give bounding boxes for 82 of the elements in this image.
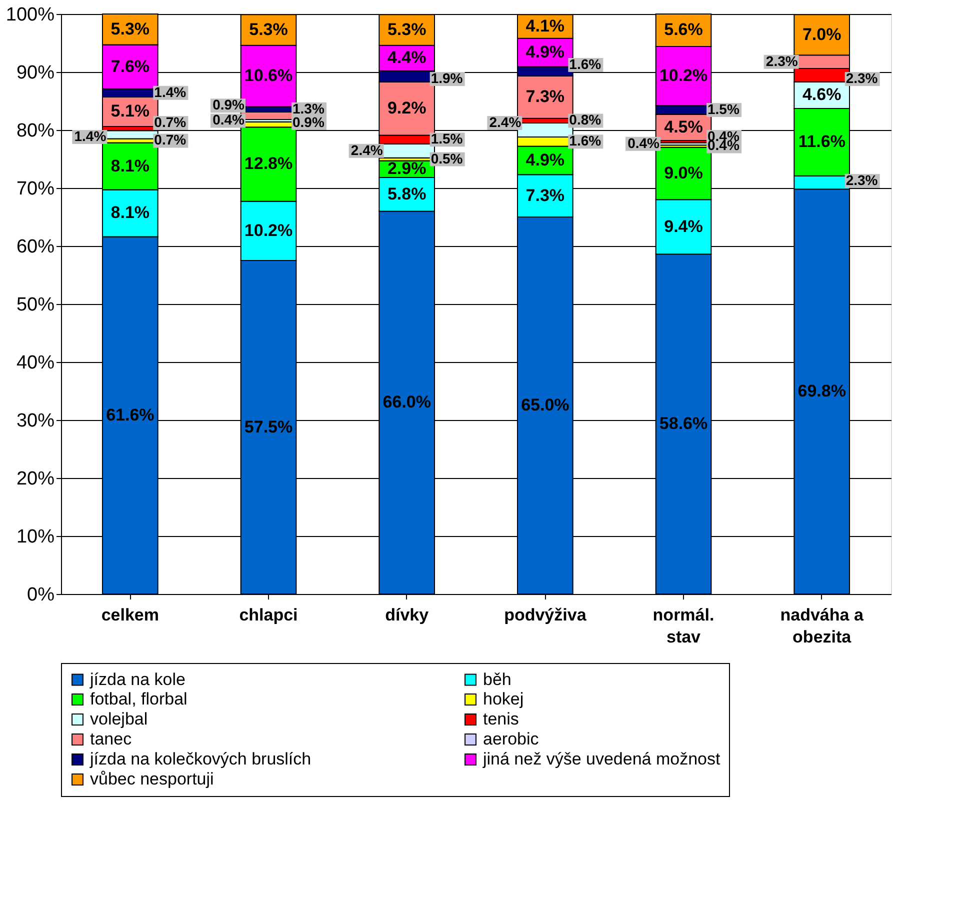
- data-label: 57.5%: [244, 417, 293, 436]
- data-label: 5.6%: [664, 20, 703, 40]
- data-label: 5.3%: [387, 20, 426, 39]
- data-label: 5.1%: [110, 102, 150, 121]
- x-tick-label: normál. stav: [652, 606, 714, 646]
- data-label: 2.3%: [846, 70, 878, 86]
- data-label: 10.6%: [244, 66, 293, 86]
- data-label: 2.9%: [387, 159, 426, 178]
- y-tick-label: 80%: [16, 120, 55, 142]
- data-label: 7.0%: [802, 24, 842, 44]
- data-label: 2.3%: [846, 172, 878, 188]
- y-tick-label: 20%: [16, 468, 55, 490]
- y-tick-label: 40%: [16, 352, 55, 374]
- data-label: 4.9%: [526, 42, 565, 62]
- y-tick-label: 0%: [27, 584, 55, 606]
- y-tick-label: 10%: [16, 526, 55, 548]
- legend-label: vůbec nesportuji: [90, 770, 214, 788]
- data-label: 61.6%: [106, 405, 154, 424]
- data-label: 2.3%: [766, 52, 798, 69]
- y-tick-label: 30%: [16, 410, 55, 432]
- legend-label: tanec: [90, 730, 132, 748]
- y-tick-label: 50%: [16, 294, 55, 316]
- legend-label: jízda na kole: [89, 670, 186, 689]
- data-label: 0.5%: [430, 150, 464, 166]
- data-label: 9.4%: [664, 216, 703, 236]
- data-label: 1.5%: [708, 100, 740, 117]
- legend-label: hokej: [483, 690, 524, 708]
- data-label: 1.9%: [430, 70, 464, 86]
- legend-label: fotbal, florbal: [90, 690, 188, 708]
- data-label: 11.6%: [798, 132, 846, 152]
- data-label: 1.5%: [430, 130, 464, 147]
- data-label: 8.1%: [110, 203, 150, 222]
- x-tick-label: dívky: [385, 606, 430, 624]
- data-label: 7.6%: [110, 56, 150, 76]
- data-label: 4.1%: [526, 16, 565, 36]
- data-label: 7.3%: [526, 87, 565, 106]
- data-label: 5.3%: [110, 19, 150, 38]
- data-label: 0.7%: [154, 132, 187, 148]
- x-tick-label: celkem: [101, 606, 160, 624]
- data-label: 5.8%: [387, 184, 426, 204]
- y-tick-label: 70%: [16, 178, 55, 200]
- data-label: 8.1%: [110, 156, 150, 176]
- data-label: 69.8%: [798, 382, 846, 401]
- data-label: 0.9%: [292, 114, 325, 130]
- data-label: 2.4%: [489, 114, 522, 130]
- data-label: 5.3%: [249, 20, 288, 39]
- x-tick-label: podvýživa: [504, 606, 587, 624]
- data-label: 66.0%: [382, 392, 431, 412]
- data-label: 0.9%: [212, 96, 246, 113]
- data-label: 0.4%: [212, 112, 246, 128]
- data-label: 4.9%: [526, 150, 565, 170]
- data-label: 9.0%: [664, 164, 703, 182]
- data-label: 10.2%: [244, 220, 293, 240]
- legend-label: běh: [483, 670, 512, 689]
- y-tick-label: 60%: [16, 236, 55, 258]
- x-tick-label: chlapci: [239, 606, 298, 624]
- data-label: 10.2%: [659, 66, 708, 86]
- data-label: 2.4%: [350, 142, 384, 158]
- data-label: 58.6%: [659, 414, 708, 434]
- data-label: 1.6%: [569, 56, 602, 72]
- data-label: 4.5%: [664, 117, 703, 136]
- data-label: 7.3%: [526, 186, 565, 205]
- data-label: 1.4%: [74, 128, 107, 144]
- legend-label: tenis: [483, 710, 519, 728]
- data-label: 0.4%: [628, 134, 660, 151]
- data-label: 1.3%: [292, 100, 325, 116]
- data-label: 0.8%: [569, 112, 602, 128]
- legend-label: jízda na kolečkových bruslích: [89, 750, 312, 768]
- x-tick-label: nadváha a obezita: [780, 606, 864, 646]
- data-label: 1.4%: [154, 84, 187, 100]
- data-label: 0.7%: [154, 114, 187, 130]
- legend-label: jiná než výše uvedená možnost: [482, 750, 720, 768]
- legend-label: aerobic: [483, 730, 540, 748]
- y-tick-label: 100%: [6, 4, 55, 26]
- data-label: 4.4%: [387, 48, 426, 68]
- data-label: 65.0%: [521, 396, 570, 414]
- legend-label: volejbal: [90, 710, 148, 728]
- y-tick-label: 90%: [16, 62, 55, 84]
- data-label: 9.2%: [387, 98, 426, 118]
- data-label: 12.8%: [244, 154, 293, 174]
- data-label: 1.6%: [569, 132, 602, 149]
- data-label: 4.6%: [802, 85, 842, 104]
